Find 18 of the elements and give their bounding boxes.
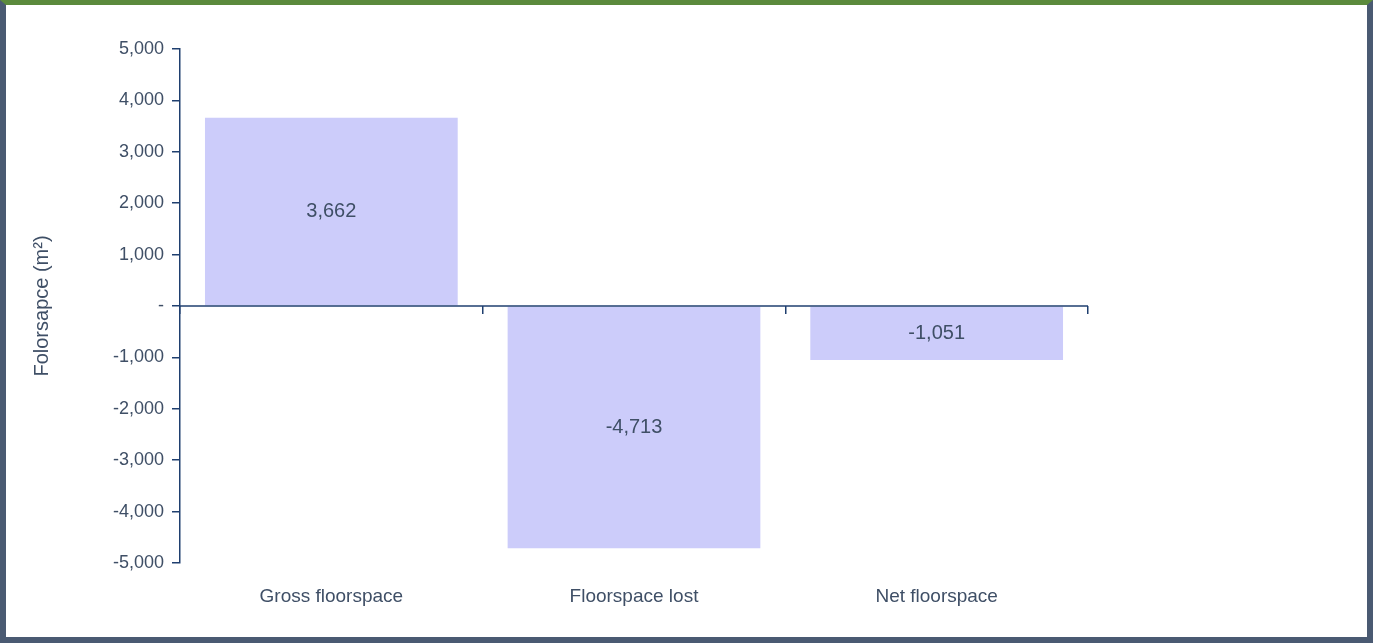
x-tick-label: Floorspace lost (569, 584, 700, 606)
x-tick-label: Net floorspace (875, 584, 998, 606)
data-label: 3,662 (306, 199, 357, 222)
y-tick-label: -5,000 (112, 551, 164, 572)
y-tick-label: 1,000 (118, 243, 164, 264)
x-tick-label: Gross floorspace (259, 584, 404, 606)
y-axis-title: Folorsapce (m²) (29, 235, 52, 377)
data-label: -4,713 (605, 415, 663, 438)
y-tick-label: -1,000 (112, 346, 164, 367)
y-tick-label: -4,000 (112, 500, 164, 521)
y-tick-label: 2,000 (118, 192, 164, 213)
y-tick-label: 5,000 (118, 37, 164, 58)
y-tick-label: 3,000 (118, 140, 164, 161)
y-tick-label: 4,000 (118, 89, 164, 110)
y-tick-label: - (158, 294, 164, 315)
data-label: -1,051 (908, 320, 966, 343)
y-tick-label: -3,000 (112, 449, 164, 470)
y-tick-label: -2,000 (112, 397, 164, 418)
